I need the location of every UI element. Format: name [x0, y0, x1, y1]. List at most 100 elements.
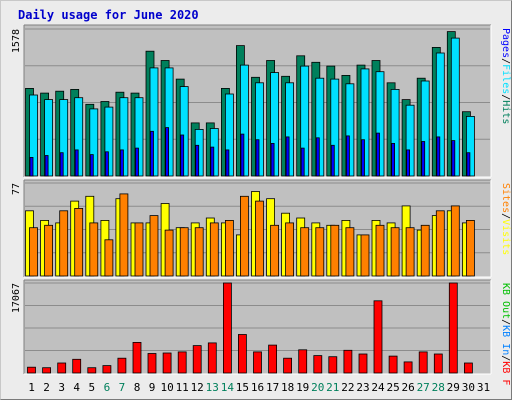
legend-separator: /: [500, 319, 511, 325]
x-tick-label: 23: [356, 381, 369, 394]
x-tick-label: 27: [417, 381, 430, 394]
bar-kb-f: [87, 367, 97, 374]
bar-files: [330, 78, 340, 177]
bar-sites: [59, 210, 69, 277]
bar-sites: [420, 224, 430, 277]
bar-sites: [149, 215, 159, 277]
chart-title: Daily usage for June 2020: [18, 8, 199, 22]
bar-kb-f: [373, 300, 383, 374]
bar-files: [74, 97, 84, 177]
legend: Pages/Files/Hits: [500, 28, 511, 124]
bar-pages: [361, 139, 365, 177]
bar-kb-f: [358, 353, 368, 374]
bar-pages: [240, 133, 245, 177]
bar-kb-f: [298, 349, 308, 374]
bar-sites: [119, 193, 129, 277]
bar-files: [390, 89, 400, 177]
x-tick-label: 2: [43, 381, 50, 394]
bar-sites: [255, 200, 264, 277]
y-axis-labels: 1578 77 17067: [11, 29, 22, 313]
bar-kb-f: [253, 351, 262, 374]
x-tick-label: 25: [386, 381, 399, 394]
chart-bars: [25, 31, 475, 374]
bar-pages: [74, 149, 79, 177]
legend-item: Pages: [500, 28, 511, 58]
bar-sites: [239, 195, 249, 277]
bar-kb-f: [72, 358, 82, 374]
bar-sites: [330, 224, 340, 277]
legend-separator: /: [500, 213, 511, 219]
x-tick-label: 7: [119, 381, 126, 394]
bar-sites: [74, 207, 84, 277]
legend-item: KB F: [500, 361, 511, 385]
x-tick-label: 20: [311, 381, 324, 394]
x-tick-label: 11: [176, 381, 189, 394]
legend-separator: /: [500, 94, 511, 100]
bar-sites: [390, 227, 400, 277]
bar-kb-f: [313, 355, 323, 374]
bar-pages: [421, 141, 426, 177]
bar-pages: [165, 127, 170, 177]
bar-files: [255, 82, 264, 177]
bar-kb-f: [448, 282, 458, 374]
bar-pages: [150, 130, 154, 177]
bar-files: [420, 80, 430, 177]
bar-pages: [376, 132, 380, 177]
bar-sites: [89, 222, 99, 277]
bar-files: [435, 52, 445, 177]
legend-separator: /: [500, 58, 511, 64]
bar-files: [465, 116, 475, 177]
bar-files: [270, 72, 280, 177]
bar-pages: [210, 146, 215, 177]
x-tick-label: 8: [134, 381, 141, 394]
bar-pages: [285, 136, 290, 177]
x-tick-label: 18: [281, 381, 294, 394]
bar-files: [405, 104, 415, 177]
bar-sites: [450, 205, 460, 277]
bar-kb-f: [403, 361, 413, 374]
bar-pages: [135, 147, 139, 177]
bar-sites: [209, 222, 219, 277]
x-tick-label: 4: [73, 381, 80, 394]
bar-sites: [164, 229, 174, 277]
bar-files: [104, 106, 114, 177]
legend-separator: /: [500, 355, 511, 361]
bar-files: [345, 83, 355, 177]
x-tick-label: 19: [296, 381, 309, 394]
bar-sites: [179, 227, 189, 277]
bar-kb-f: [147, 353, 157, 374]
x-tick-label: 31: [477, 381, 490, 394]
legend-item: KB Out: [500, 283, 511, 319]
bar-kb-f: [433, 353, 443, 374]
x-tick-label: 10: [160, 381, 173, 394]
bar-kb-f: [192, 345, 202, 374]
bar-pages: [270, 142, 275, 177]
bar-pages: [44, 155, 49, 177]
x-tick-label: 30: [462, 381, 475, 394]
x-tick-label: 1: [28, 381, 35, 394]
x-tick-label: 12: [191, 381, 204, 394]
bar-files: [315, 77, 325, 177]
bar-pages: [255, 139, 260, 177]
bar-sites: [270, 224, 280, 277]
bar-kb-f: [222, 282, 232, 374]
bar-pages: [451, 140, 456, 177]
x-tick-label: 22: [341, 381, 354, 394]
legend-item: Files: [500, 64, 511, 94]
bar-pages: [436, 136, 441, 177]
bar-files: [44, 99, 53, 177]
legend: KB Out/KB In/KB F: [500, 283, 511, 385]
x-axis-labels: 1 2 3 4 5 6 7 8 9 10 11 12 13 14 15 16 17 18 19 20 21 22 23 24 2…: [28, 381, 490, 394]
bar-files: [224, 93, 234, 177]
x-tick-label: 21: [326, 381, 339, 394]
bar-files: [119, 97, 129, 177]
bar-pages: [180, 134, 185, 177]
y-max-label: 17067: [11, 283, 22, 313]
bar-kb-f: [237, 334, 247, 374]
x-tick-label: 29: [447, 381, 460, 394]
bar-kb-f: [177, 351, 187, 374]
bar-sites: [44, 224, 53, 277]
bar-kb-f: [27, 366, 36, 374]
bar-sites: [300, 227, 310, 277]
